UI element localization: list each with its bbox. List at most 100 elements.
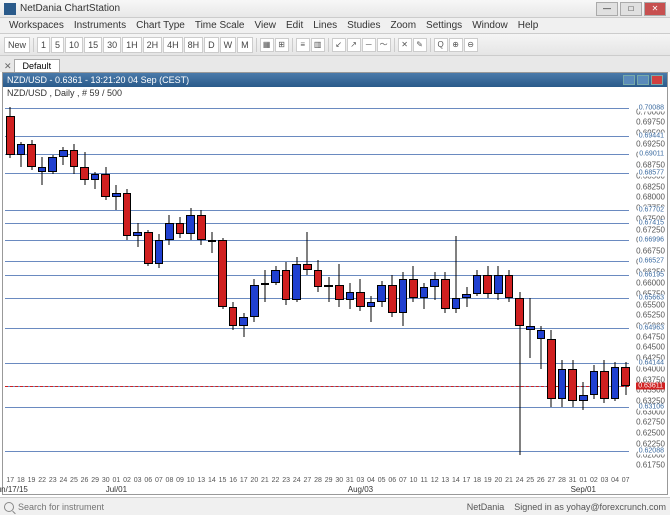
timeframe-M[interactable]: M: [237, 37, 253, 53]
chart-min-icon[interactable]: [623, 75, 635, 85]
candle: [101, 101, 110, 476]
y-tick: 0.65250: [636, 311, 665, 320]
timeframe-4H[interactable]: 4H: [163, 37, 183, 53]
tool-icon-6[interactable]: ↙: [332, 38, 346, 52]
x-tick: 04: [611, 477, 619, 484]
timeframe-10[interactable]: 10: [65, 37, 83, 53]
x-tick: 30: [102, 477, 110, 484]
h-line-label: 0.67702: [638, 207, 665, 214]
timeframe-1[interactable]: 1: [37, 37, 50, 53]
x-tick: 31: [346, 477, 354, 484]
x-tick: 24: [59, 477, 67, 484]
chart-area[interactable]: [5, 101, 629, 474]
candle: [515, 101, 524, 476]
price-tag: 0.63611: [636, 382, 665, 389]
menu-studies[interactable]: Studies: [342, 20, 385, 31]
menu-view[interactable]: View: [249, 20, 281, 31]
y-tick: 0.69250: [636, 139, 665, 148]
x-tick: 06: [144, 477, 152, 484]
y-tick: 0.66000: [636, 279, 665, 288]
timeframe-D[interactable]: D: [204, 37, 219, 53]
candle: [537, 101, 546, 476]
menu-help[interactable]: Help: [513, 20, 544, 31]
timeframe-30[interactable]: 30: [103, 37, 121, 53]
y-tick: 0.64750: [636, 332, 665, 341]
x-tick: 07: [399, 477, 407, 484]
x-tick: 17: [240, 477, 248, 484]
x-tick: 20: [250, 477, 258, 484]
menu-bar: WorkspacesInstrumentsChart TypeTime Scal…: [0, 18, 670, 34]
tool-icon-15[interactable]: ⊕: [449, 38, 463, 52]
menu-window[interactable]: Window: [467, 20, 513, 31]
candle: [483, 101, 492, 476]
tool-icon-14[interactable]: Q: [434, 38, 448, 52]
candle: [505, 101, 514, 476]
candle: [452, 101, 461, 476]
tool-icon-16[interactable]: ⊖: [464, 38, 478, 52]
menu-lines[interactable]: Lines: [308, 20, 342, 31]
tool-icon-4[interactable]: ▥: [311, 38, 325, 52]
candle: [27, 101, 36, 476]
tool-icon-3[interactable]: ≡: [296, 38, 310, 52]
menu-chart-type[interactable]: Chart Type: [131, 20, 190, 31]
candle: [176, 101, 185, 476]
tool-icon-9[interactable]: 〜: [377, 38, 391, 52]
y-tick: 0.67250: [636, 225, 665, 234]
minimize-button[interactable]: —: [596, 2, 618, 16]
candle: [208, 101, 217, 476]
maximize-button[interactable]: □: [620, 2, 642, 16]
timeframe-15[interactable]: 15: [84, 37, 102, 53]
h-line-label: 0.68577: [638, 169, 665, 176]
timeframe-1H[interactable]: 1H: [122, 37, 142, 53]
x-tick: 30: [335, 477, 343, 484]
candle: [229, 101, 238, 476]
candle: [388, 101, 397, 476]
menu-workspaces[interactable]: Workspaces: [4, 20, 69, 31]
candle: [218, 101, 227, 476]
x-tick: 18: [17, 477, 25, 484]
timeframe-2H[interactable]: 2H: [143, 37, 163, 53]
menu-edit[interactable]: Edit: [281, 20, 308, 31]
menu-zoom[interactable]: Zoom: [385, 20, 421, 31]
x-tick: 23: [282, 477, 290, 484]
x-tick: 25: [70, 477, 78, 484]
menu-instruments[interactable]: Instruments: [69, 20, 131, 31]
candle: [568, 101, 577, 476]
x-tick: 07: [155, 477, 163, 484]
timeframe-5[interactable]: 5: [51, 37, 64, 53]
x-tick: 07: [622, 477, 630, 484]
candle: [526, 101, 535, 476]
close-button[interactable]: ✕: [644, 2, 666, 16]
candle: [186, 101, 195, 476]
x-axis: 1718192223242526293001020306070809101314…: [5, 474, 629, 494]
chart-close-icon[interactable]: [651, 75, 663, 85]
x-tick: 27: [303, 477, 311, 484]
chart-max-icon[interactable]: [637, 75, 649, 85]
tool-icon-12[interactable]: ✎: [413, 38, 427, 52]
app-label: NetDania: [467, 502, 505, 512]
candle: [377, 101, 386, 476]
new-button[interactable]: New: [4, 37, 30, 53]
x-tick: 04: [367, 477, 375, 484]
y-tick: 0.68250: [636, 182, 665, 191]
tool-icon-8[interactable]: ─: [362, 38, 376, 52]
x-tick: 03: [357, 477, 365, 484]
menu-time-scale[interactable]: Time Scale: [190, 20, 250, 31]
tool-icon-7[interactable]: ↗: [347, 38, 361, 52]
candle: [70, 101, 79, 476]
candle: [611, 101, 620, 476]
x-tick: 27: [548, 477, 556, 484]
x-tick: 28: [558, 477, 566, 484]
h-line-label: 0.63106: [638, 404, 665, 411]
tool-icon-1[interactable]: ⊞: [275, 38, 289, 52]
timeframe-W[interactable]: W: [220, 37, 237, 53]
search-input[interactable]: [18, 502, 168, 512]
tab-default[interactable]: Default: [14, 59, 61, 72]
tool-icon-0[interactable]: ▦: [260, 38, 274, 52]
menu-settings[interactable]: Settings: [421, 20, 467, 31]
tool-icon-11[interactable]: ✕: [398, 38, 412, 52]
timeframe-8H[interactable]: 8H: [184, 37, 204, 53]
candle: [558, 101, 567, 476]
candle: [112, 101, 121, 476]
tab-close-icon[interactable]: ✕: [2, 61, 14, 72]
